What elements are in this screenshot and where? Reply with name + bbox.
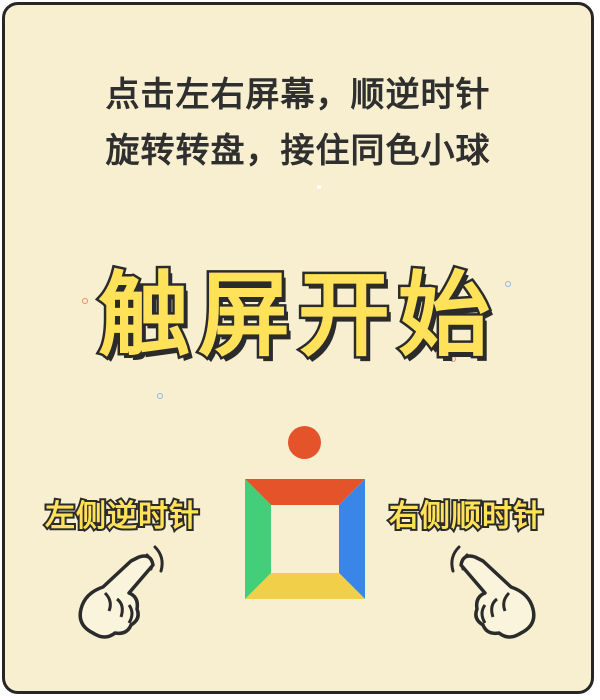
right-side-clockwise-hint: 右侧顺时针 xyxy=(387,497,545,536)
instruction-line-1: 点击左右屏幕，顺逆时针 xyxy=(105,75,491,115)
pointing-hand-icon xyxy=(450,545,536,639)
sparkle-dot xyxy=(317,185,321,189)
wheel-segment-left xyxy=(245,479,271,599)
sparkle-ring xyxy=(82,298,88,304)
left-side-counterclockwise-hint: 左侧逆时针 xyxy=(43,497,201,536)
falling-ball xyxy=(288,426,321,459)
sparkle-ring xyxy=(157,393,163,399)
wheel-segment-top xyxy=(245,479,365,505)
wheel-segment-bottom xyxy=(245,573,365,599)
color-wheel xyxy=(245,479,365,599)
touch-to-start-button[interactable]: 触屏开始 xyxy=(95,260,498,372)
wheel-segment-right xyxy=(339,479,365,599)
game-start-screen[interactable]: 点击左右屏幕，顺逆时针 旋转转盘，接住同色小球 触屏开始 左侧逆时针 右侧顺时针 xyxy=(2,2,594,694)
instructions: 点击左右屏幕，顺逆时针 旋转转盘，接住同色小球 xyxy=(5,67,591,179)
pointing-hand-icon xyxy=(78,545,164,639)
sparkle-ring xyxy=(450,356,456,362)
sparkle-ring xyxy=(505,281,511,287)
instruction-line-2: 旋转转盘，接住同色小球 xyxy=(105,131,491,171)
